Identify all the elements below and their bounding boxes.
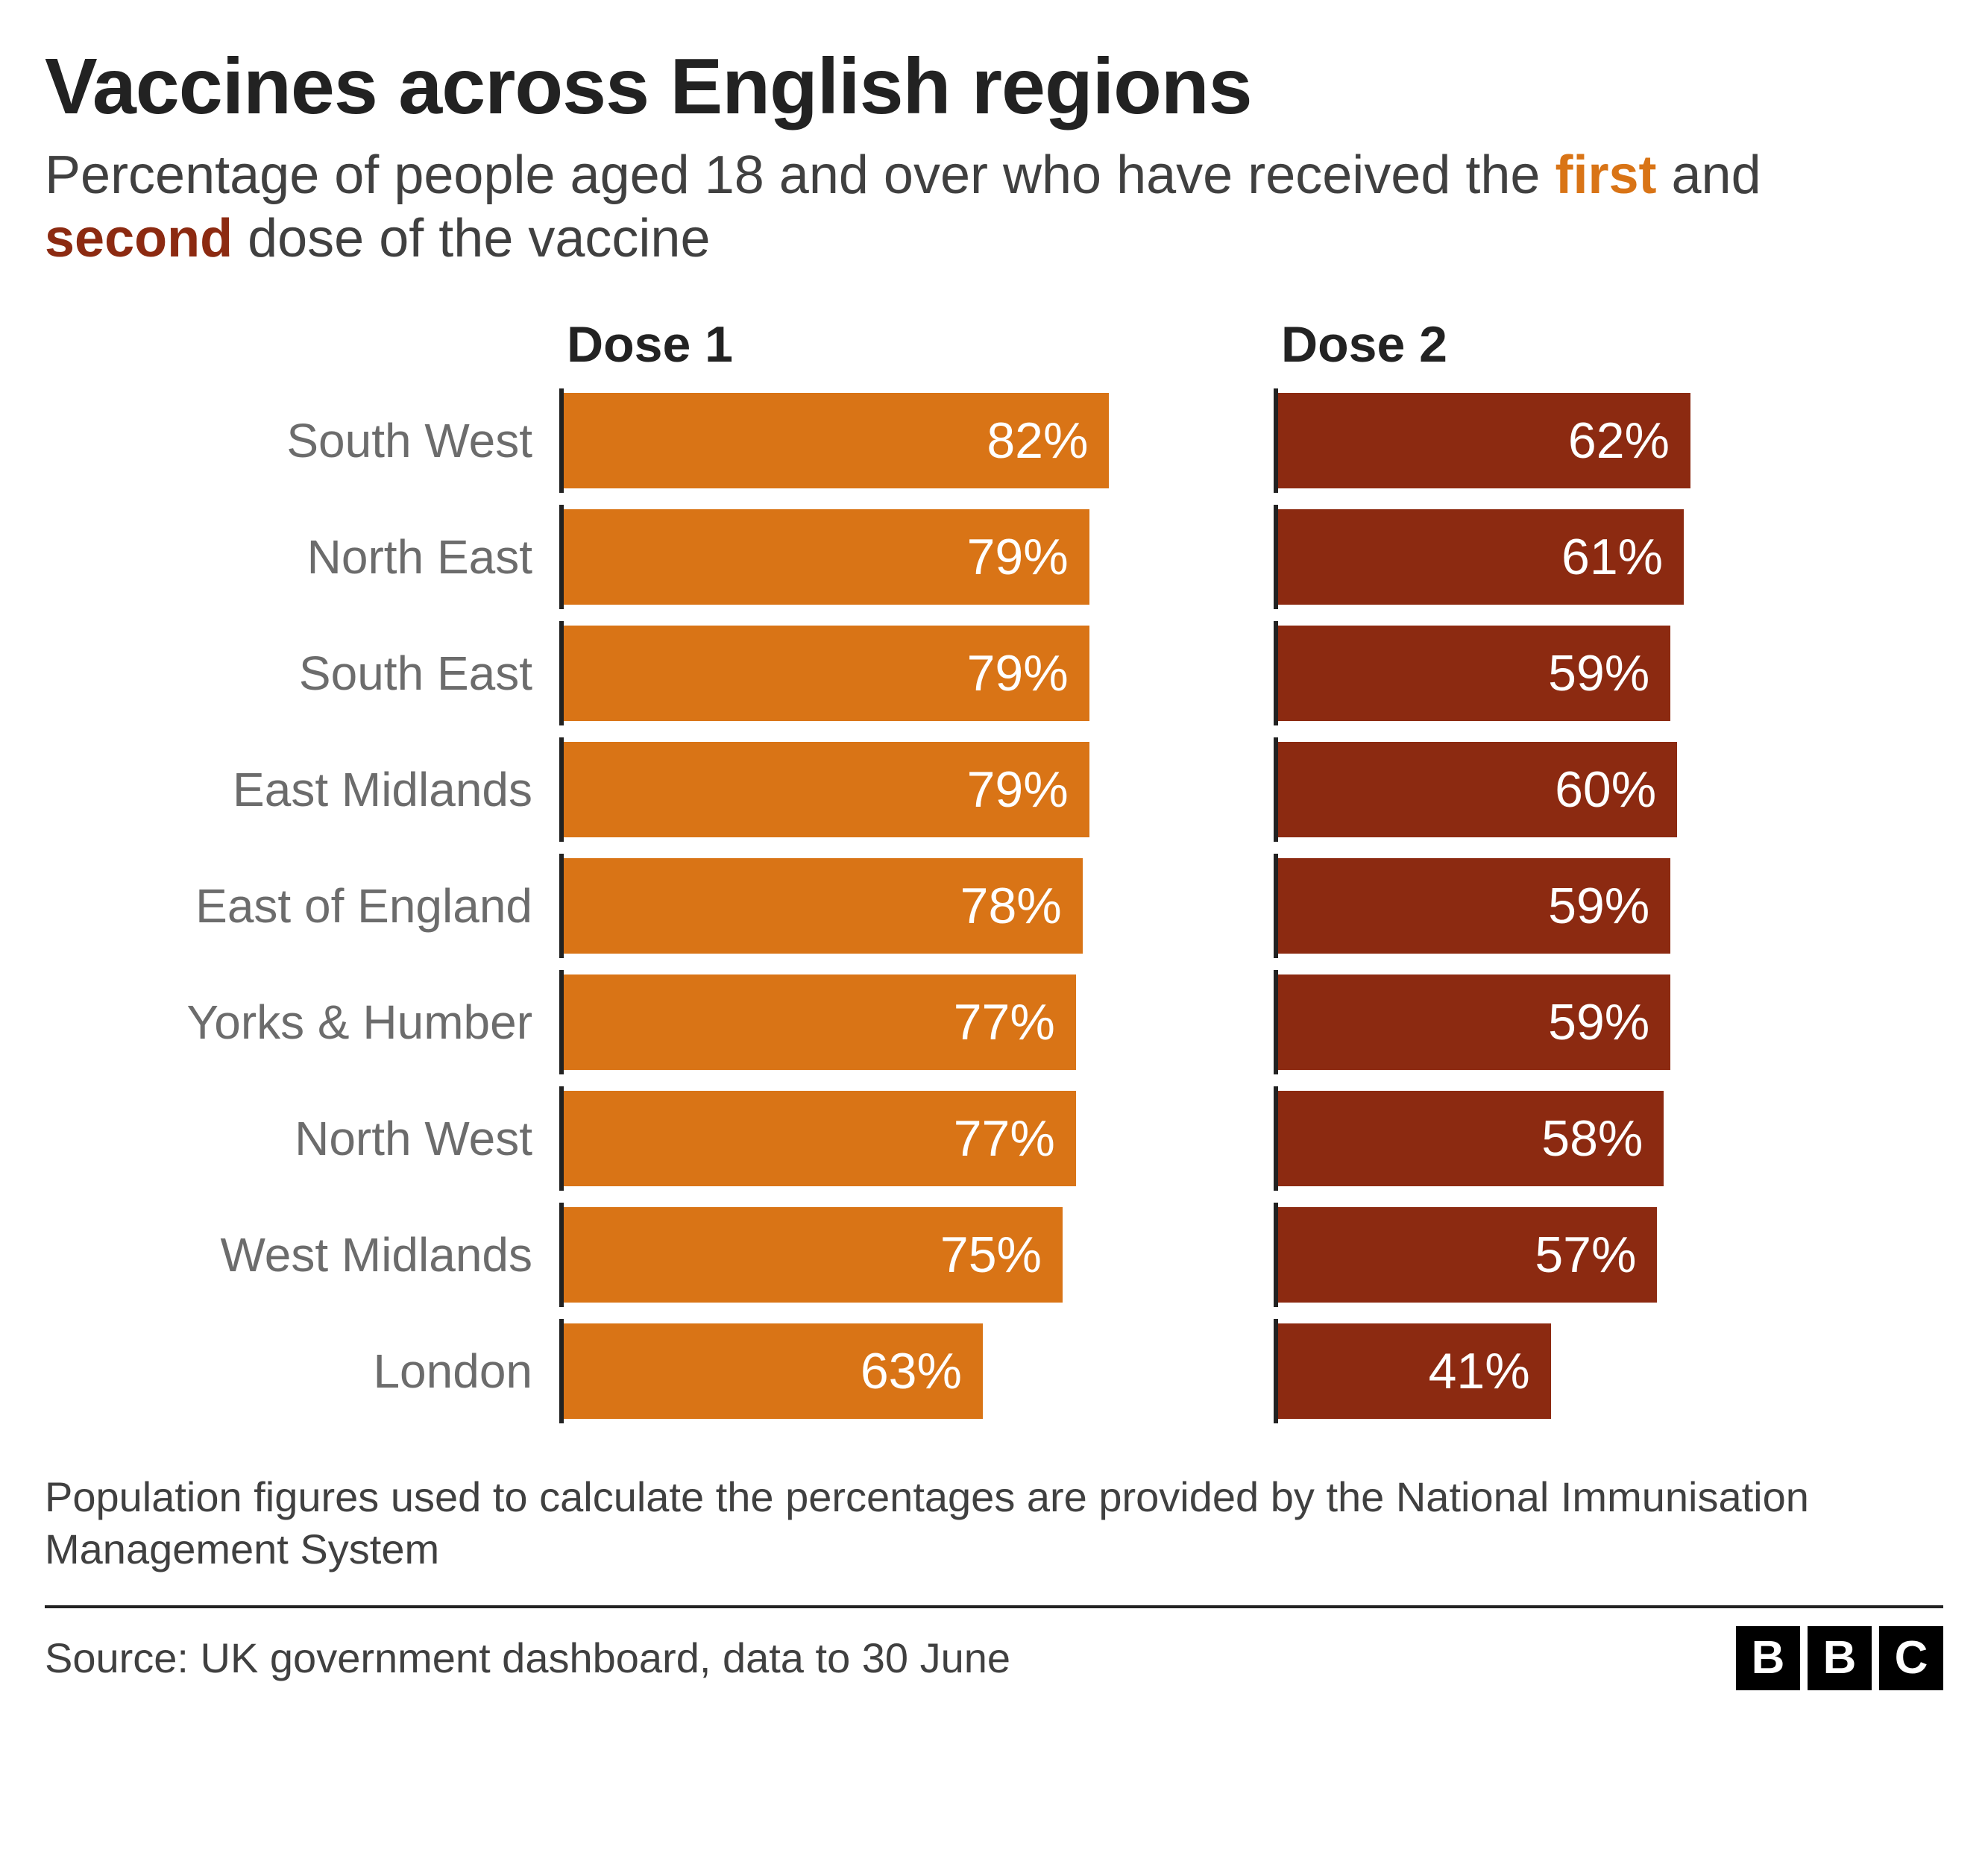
bar-dose2: 57%: [1278, 1207, 1657, 1303]
bar-track-dose1: 79%: [559, 737, 1229, 842]
bar-dose2: 62%: [1278, 393, 1690, 488]
bar-value-dose1: 78%: [960, 877, 1062, 935]
bar-value-dose1: 82%: [987, 412, 1088, 470]
column-gap: [1229, 388, 1274, 493]
bar-dose2: 58%: [1278, 1091, 1664, 1186]
bar-track-dose1: 77%: [559, 1086, 1229, 1191]
region-label: North East: [45, 529, 559, 585]
bar-track-dose2: 61%: [1274, 505, 1943, 609]
bbc-logo-block: C: [1879, 1626, 1943, 1690]
column-header-dose2: Dose 2: [1274, 315, 1943, 382]
chart-footer: Source: UK government dashboard, data to…: [45, 1626, 1943, 1690]
region-label: London: [45, 1344, 559, 1399]
source-text: Source: UK government dashboard, data to…: [45, 1634, 1010, 1682]
region-label: North West: [45, 1111, 559, 1166]
bar-value-dose2: 60%: [1555, 761, 1656, 819]
bar-dose1: 77%: [564, 1091, 1076, 1186]
bar-track-dose1: 75%: [559, 1203, 1229, 1307]
column-header-region: [45, 344, 559, 353]
bar-track-dose1: 79%: [559, 621, 1229, 725]
bar-track-dose1: 78%: [559, 854, 1229, 958]
bar-value-dose2: 41%: [1429, 1342, 1530, 1400]
bar-track-dose1: 82%: [559, 388, 1229, 493]
subtitle-highlight-first: first: [1555, 145, 1656, 205]
bar-track-dose2: 58%: [1274, 1086, 1943, 1191]
bar-value-dose2: 59%: [1548, 877, 1649, 935]
bar-track-dose2: 62%: [1274, 388, 1943, 493]
bar-value-dose1: 79%: [967, 644, 1069, 702]
chart-title: Vaccines across English regions: [45, 42, 1943, 132]
bar-track-dose2: 59%: [1274, 621, 1943, 725]
bar-dose1: 63%: [564, 1323, 983, 1419]
subtitle-post: dose of the vaccine: [233, 209, 710, 268]
column-header-dose1: Dose 1: [559, 315, 1229, 382]
chart-subtitle: Percentage of people aged 18 and over wh…: [45, 144, 1834, 271]
region-label: South West: [45, 413, 559, 468]
region-label: Yorks & Humber: [45, 995, 559, 1050]
bbc-logo-block: B: [1808, 1626, 1872, 1690]
column-gap: [1229, 505, 1274, 609]
bar-value-dose1: 63%: [861, 1342, 962, 1400]
bar-track-dose2: 59%: [1274, 854, 1943, 958]
region-label: East Midlands: [45, 762, 559, 817]
bar-value-dose2: 58%: [1541, 1109, 1643, 1168]
bar-dose1: 78%: [564, 858, 1083, 954]
bar-dose2: 59%: [1278, 858, 1670, 954]
bbc-logo-block: B: [1736, 1626, 1800, 1690]
bar-track-dose2: 60%: [1274, 737, 1943, 842]
region-label: West Midlands: [45, 1227, 559, 1282]
bar-track-dose1: 79%: [559, 505, 1229, 609]
bar-dose1: 79%: [564, 626, 1089, 721]
column-gap: [1229, 1319, 1274, 1423]
bar-dose2: 41%: [1278, 1323, 1551, 1419]
bar-dose2: 61%: [1278, 509, 1684, 605]
column-gap: [1229, 854, 1274, 958]
bar-dose2: 60%: [1278, 742, 1677, 837]
bar-dose1: 75%: [564, 1207, 1063, 1303]
region-label: East of England: [45, 878, 559, 933]
subtitle-mid: and: [1657, 145, 1761, 205]
bar-value-dose2: 61%: [1561, 528, 1663, 586]
column-gap: [1229, 1203, 1274, 1307]
region-label: South East: [45, 646, 559, 701]
bar-track-dose2: 59%: [1274, 970, 1943, 1074]
bar-value-dose1: 75%: [940, 1226, 1042, 1284]
bar-track-dose2: 57%: [1274, 1203, 1943, 1307]
bar-chart: Dose 1 Dose 2 South West 82% 62% North East 79…: [45, 315, 1943, 1429]
column-gap: [1229, 970, 1274, 1074]
bar-value-dose1: 79%: [967, 761, 1069, 819]
column-gap: [1229, 621, 1274, 725]
bar-dose1: 79%: [564, 742, 1089, 837]
footer-divider: [45, 1605, 1943, 1608]
subtitle-highlight-second: second: [45, 209, 233, 268]
bar-value-dose2: 57%: [1535, 1226, 1636, 1284]
column-gap: [1229, 1086, 1274, 1191]
bar-dose2: 59%: [1278, 974, 1670, 1070]
bar-dose1: 79%: [564, 509, 1089, 605]
bar-dose1: 77%: [564, 974, 1076, 1070]
bar-dose2: 59%: [1278, 626, 1670, 721]
bar-value-dose1: 77%: [954, 993, 1055, 1051]
bbc-logo: BBC: [1736, 1626, 1943, 1690]
bar-track-dose2: 41%: [1274, 1319, 1943, 1423]
bar-value-dose2: 59%: [1548, 644, 1649, 702]
column-gap: [1229, 737, 1274, 842]
bar-value-dose1: 79%: [967, 528, 1069, 586]
bar-track-dose1: 77%: [559, 970, 1229, 1074]
bar-track-dose1: 63%: [559, 1319, 1229, 1423]
subtitle-pre: Percentage of people aged 18 and over wh…: [45, 145, 1555, 205]
bar-value-dose2: 62%: [1568, 412, 1670, 470]
bar-dose1: 82%: [564, 393, 1109, 488]
chart-footnote: Population figures used to calculate the…: [45, 1471, 1834, 1575]
bar-value-dose2: 59%: [1548, 993, 1649, 1051]
bar-value-dose1: 77%: [954, 1109, 1055, 1168]
